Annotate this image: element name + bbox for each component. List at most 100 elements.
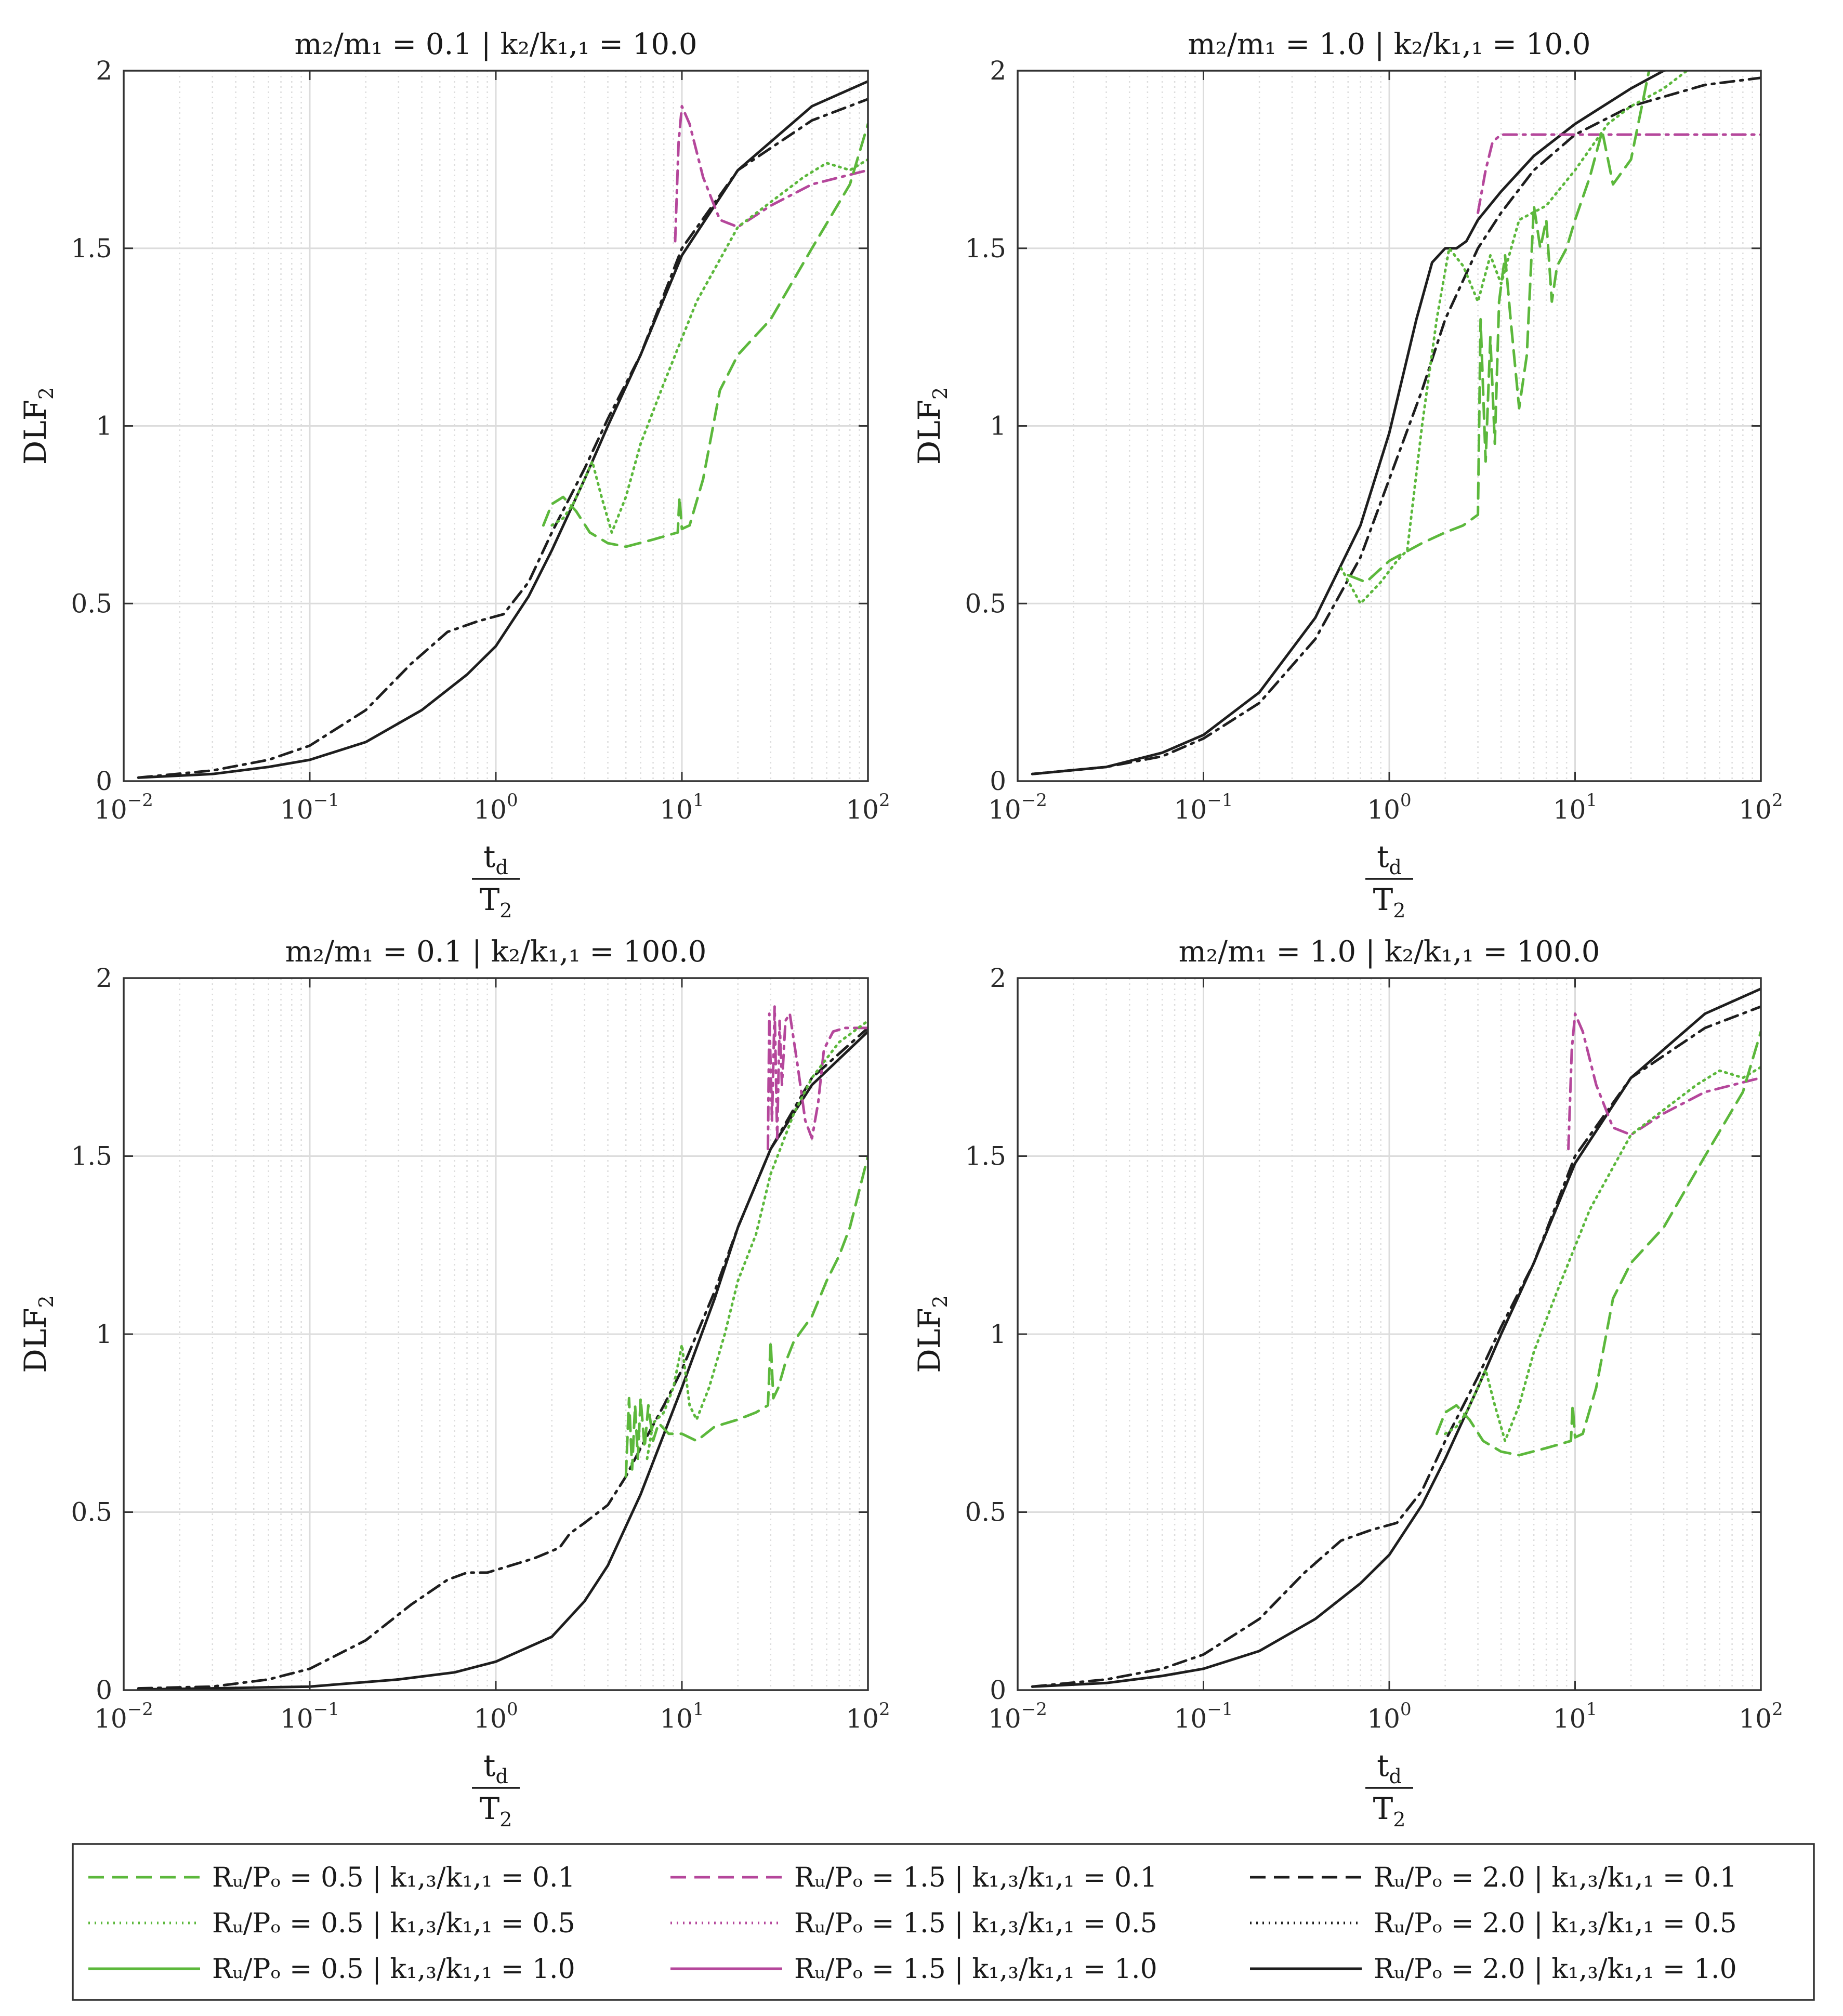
y-label-sub: 2 (35, 1295, 58, 1308)
legend-label: Rᵤ/Pₒ = 1.5 | k₁,₃/k₁,₁ = 0.1 (794, 1862, 1157, 1893)
y-tick-label: 0.5 (965, 588, 1006, 618)
legend: Rᵤ/Pₒ = 0.5 | k₁,₃/k₁,₁ = 0.1 Rᵤ/Pₒ = 0.5… (72, 1843, 1815, 2001)
series-group (137, 1005, 868, 1690)
x-tick-base: 10 (988, 1704, 1021, 1734)
x-tick-exponent: −2 (1021, 790, 1047, 811)
x-label-num-sub: d (495, 1765, 508, 1788)
y-tick-label: 0 (96, 1675, 112, 1705)
x-tick-exponent: 0 (1400, 790, 1412, 811)
x-tick-label: 10−2 (94, 1699, 153, 1734)
x-label-den-main: T (480, 882, 500, 917)
x-label-num-sub: d (1389, 856, 1401, 879)
x-tick-base: 10 (1553, 795, 1586, 825)
x-tick-label: 101 (1553, 790, 1597, 825)
y-label-main: DLF (18, 400, 53, 465)
legend-box (72, 1843, 1815, 2001)
y-tick-label: 0 (990, 766, 1006, 796)
x-tick-label: 10−2 (988, 790, 1047, 825)
y-tick-label: 1.5 (71, 1141, 112, 1171)
x-label-den-sub: 2 (499, 899, 512, 922)
x-label-den-main: T (1373, 882, 1393, 917)
series-line (1031, 71, 1669, 775)
x-tick-base: 10 (280, 795, 313, 825)
x-tick-exponent: −2 (127, 790, 153, 811)
y-label-sub: 2 (35, 387, 58, 400)
series-group (137, 80, 868, 779)
series-line (137, 1030, 868, 1690)
x-tick-exponent: −1 (313, 1699, 339, 1720)
x-tick-exponent: 0 (1400, 1699, 1412, 1720)
x-tick-base: 10 (988, 795, 1021, 825)
chart-title: m₂/m₁ = 1.0 | k₂/k₁,₁ = 10.0 (1188, 28, 1590, 61)
x-axis-label-denominator: T2 (1373, 1791, 1406, 1831)
legend-label: Rᵤ/Pₒ = 2.0 | k₁,₃/k₁,₁ = 0.5 (1374, 1908, 1737, 1939)
series-line (1347, 71, 1651, 584)
x-tick-base: 10 (846, 795, 879, 825)
y-tick-label: 2 (96, 56, 112, 86)
y-tick-label: 1.5 (71, 233, 112, 263)
x-axis-label-denominator: T2 (1373, 882, 1406, 922)
y-label-main: DLF (912, 1308, 947, 1373)
x-tick-label: 101 (660, 790, 704, 825)
x-axis-label-denominator: T2 (480, 1791, 512, 1831)
x-label-num-main: t (483, 839, 495, 874)
x-tick-label: 101 (1553, 1699, 1597, 1734)
x-axis-label-numerator: td (1377, 1748, 1402, 1788)
x-tick-label: 10−2 (988, 1699, 1047, 1734)
y-axis-label: DLF2 (912, 387, 952, 465)
legend-label: Rᵤ/Pₒ = 1.5 | k₁,₃/k₁,₁ = 0.5 (794, 1908, 1157, 1939)
legend-label: Rᵤ/Pₒ = 2.0 | k₁,₃/k₁,₁ = 0.1 (1374, 1862, 1737, 1893)
x-tick-label: 10−1 (1174, 1699, 1233, 1734)
x-tick-label: 10−1 (280, 790, 339, 825)
x-label-num-sub: d (1389, 1765, 1401, 1788)
series-line (767, 1005, 868, 1151)
x-tick-exponent: 2 (879, 1699, 890, 1720)
series-line (1477, 133, 1761, 214)
y-label-sub: 2 (929, 387, 952, 400)
y-axis-label: DLF2 (18, 1295, 58, 1373)
y-tick-label: 2 (990, 963, 1006, 993)
chart-title: m₂/m₁ = 0.1 | k₂/k₁,₁ = 100.0 (285, 935, 707, 969)
x-tick-exponent: 1 (693, 790, 704, 811)
series-line (1567, 1012, 1761, 1151)
x-tick-exponent: 1 (1586, 1699, 1597, 1720)
y-tick-label: 0.5 (965, 1497, 1006, 1527)
x-tick-base: 10 (1739, 795, 1772, 825)
x-tick-label: 10−1 (1174, 790, 1233, 825)
y-tick-label: 1.5 (965, 233, 1006, 263)
x-label-num-main: t (1377, 1748, 1389, 1783)
legend-label: Rᵤ/Pₒ = 0.5 | k₁,₃/k₁,₁ = 0.5 (212, 1908, 575, 1939)
x-tick-exponent: −1 (1207, 790, 1233, 811)
series-line (1031, 1005, 1761, 1688)
x-tick-label: 102 (846, 790, 890, 825)
x-tick-base: 10 (660, 1704, 693, 1734)
x-tick-base: 10 (1739, 1704, 1772, 1734)
x-tick-base: 10 (473, 1704, 507, 1734)
series-line (1444, 1065, 1761, 1442)
x-tick-base: 10 (660, 795, 693, 825)
x-tick-exponent: 0 (507, 790, 518, 811)
y-tick-label: 2 (990, 56, 1006, 86)
series-line (542, 123, 868, 548)
x-label-num-sub: d (495, 856, 508, 879)
y-tick-label: 1 (96, 1319, 112, 1349)
x-label-den-sub: 2 (499, 1808, 512, 1831)
x-tick-exponent: 2 (1772, 1699, 1783, 1720)
chart-title: m₂/m₁ = 1.0 | k₂/k₁,₁ = 100.0 (1179, 935, 1600, 969)
y-tick-label: 1 (96, 411, 112, 441)
series-line (1339, 71, 1689, 605)
series-line (674, 104, 868, 243)
x-tick-base: 10 (280, 1704, 313, 1734)
x-tick-base: 10 (1367, 1704, 1400, 1734)
legend-label: Rᵤ/Pₒ = 0.5 | k₁,₃/k₁,₁ = 1.0 (212, 1954, 575, 1985)
x-tick-label: 100 (473, 790, 518, 825)
grid (1017, 70, 1762, 782)
y-tick-label: 1.5 (965, 1141, 1006, 1171)
x-tick-label: 10−2 (94, 790, 153, 825)
x-tick-label: 101 (660, 1699, 704, 1734)
